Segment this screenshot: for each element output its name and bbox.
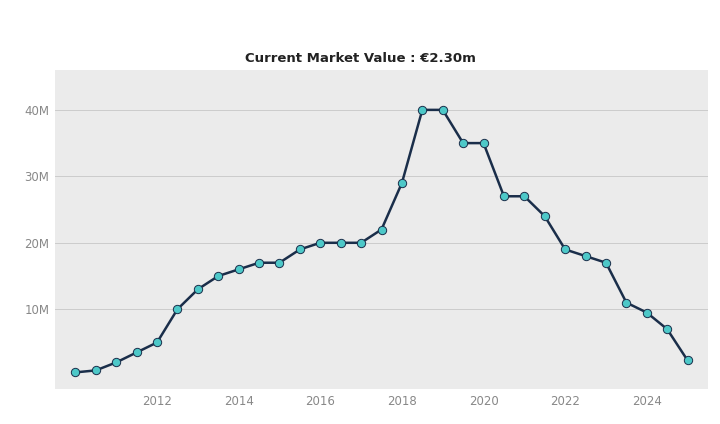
Text: MARKET VALUE OVER TIME: MARKET VALUE OVER TIME [9,8,238,22]
Text: Current Market Value : €2.30m: Current Market Value : €2.30m [245,51,475,64]
